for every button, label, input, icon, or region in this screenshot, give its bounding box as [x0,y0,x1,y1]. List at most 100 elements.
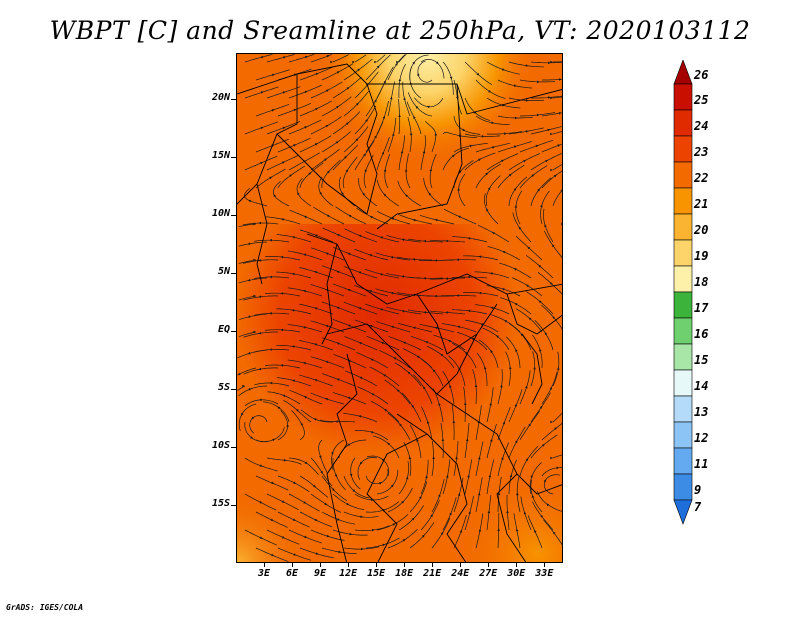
lat-tick-label: 5N [217,266,230,278]
streamline-arrow [304,461,308,464]
streamline-arrow [335,420,338,423]
lon-tick-label: 18E [395,568,414,579]
lon-tick-label: 30E [507,568,526,579]
streamline-arrow [380,341,384,345]
streamline-arrow [531,174,535,177]
streamline-arrow [303,253,307,257]
streamline-arrow [383,168,387,172]
streamline-arrow [390,96,393,100]
colorbar-swatch [673,161,693,189]
streamline-arrow [452,420,456,423]
streamline-arrow [355,138,359,142]
streamline-arrow [405,194,408,197]
streamline-arrow [445,239,448,243]
streamline-arrow [561,222,562,226]
streamline-arrow [251,416,255,420]
streamline-arrow [506,510,509,514]
streamline-arrow [411,517,415,521]
streamline-arrow [315,72,319,76]
streamline-arrow [336,71,340,74]
streamline-arrow [539,348,542,352]
streamline-arrow [237,372,241,376]
streamline [288,54,315,63]
streamline-arrow [398,114,401,117]
streamline-arrow [504,132,507,135]
streamline-arrow [282,126,286,130]
streamline-arrow [432,456,435,459]
wbpt-field-svg [237,54,562,562]
streamline-arrow [478,528,482,532]
colorbar-label: 21 [694,197,709,211]
streamline-arrow [247,278,251,282]
lat-tick-mark [231,447,236,449]
streamline-arrow [525,284,529,288]
streamline-arrow [456,294,459,297]
streamline-arrow [292,379,295,383]
colorbar-swatch [673,265,693,293]
streamline-arrow [523,511,527,515]
streamline [238,295,257,301]
streamline-arrow [376,65,380,69]
streamline-arrow [434,259,437,262]
streamline-arrow [282,91,286,94]
streamline-arrow [280,328,284,332]
streamline-arrow [304,90,308,94]
colorbar-label: 23 [694,145,709,159]
streamline [238,259,257,264]
streamline [552,412,562,423]
streamline-arrow [405,476,409,480]
streamline-arrow [296,409,299,412]
streamline-arrow [553,531,556,535]
streamline-arrow [538,264,542,268]
streamline-arrow [347,443,351,446]
streamline [552,454,562,459]
streamline-arrow [537,80,540,84]
streamline-arrow [421,534,425,538]
streamline-arrow [261,56,264,59]
streamline-arrow [390,256,394,259]
colorbar-swatch [673,83,693,111]
streamline-arrow [487,187,491,191]
streamline-arrow [384,409,388,412]
streamline-arrow [357,68,361,72]
lon-tick-label: 21E [423,568,442,579]
streamline-arrow [550,420,553,424]
streamline-arrow [538,300,542,304]
streamline-arrow [258,367,262,371]
streamline-arrow [528,423,531,427]
streamline-arrow [489,402,492,406]
streamline [266,54,295,63]
streamline-arrow [283,56,287,59]
streamline-arrow [554,427,558,430]
streamline-arrow [422,150,426,154]
streamline [238,223,257,228]
streamline-arrow [247,315,251,318]
streamline-arrow [449,512,452,516]
streamline-arrow [403,97,406,100]
colorbar-svg [673,59,693,525]
streamline-arrow [271,553,275,557]
lat-tick-mark [231,99,236,101]
streamline-arrow [332,488,335,492]
streamline-arrow [325,252,329,255]
streamline-arrow [514,204,518,208]
streamline-arrow [447,340,451,343]
streamline-arrow [515,348,518,352]
streamline-arrow [535,144,539,148]
streamline-arrow [308,172,312,175]
streamline-arrow [250,436,254,439]
streamline-arrow [383,80,386,84]
streamline-arrow [550,168,553,172]
streamline-arrow [481,135,485,138]
streamline-arrow [435,61,439,65]
streamline-arrow [347,252,351,256]
streamline-arrow [548,61,551,65]
streamline-arrow [291,236,295,239]
streamline-arrow [346,122,349,125]
streamline-arrow [370,358,374,362]
lat-tick-mark [231,505,236,507]
colorbar-label: 26 [694,68,709,82]
streamline-arrow [325,360,329,364]
streamline-arrow [346,502,350,506]
streamline-arrow [501,159,504,163]
